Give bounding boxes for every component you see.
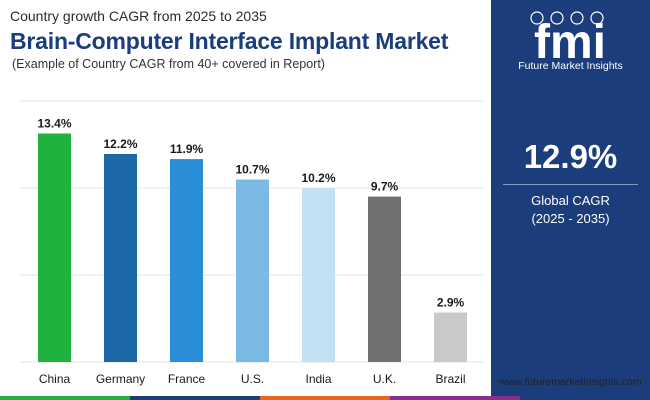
x-tick-label: U.K. xyxy=(373,372,396,386)
bar-india xyxy=(302,188,335,362)
data-label: 2.9% xyxy=(437,296,465,310)
footer-color-segment xyxy=(390,396,520,400)
x-tick-label: India xyxy=(305,372,331,386)
footer-color-segment xyxy=(130,396,260,400)
bar-brazil xyxy=(434,312,467,362)
bar-uk xyxy=(368,196,401,362)
data-label: 11.9% xyxy=(170,142,204,156)
x-tick-label: U.S. xyxy=(241,372,264,386)
logo-icon xyxy=(590,11,604,25)
header: Country growth CAGR from 2025 to 2035 Br… xyxy=(10,8,490,72)
bar-germany xyxy=(104,153,137,362)
cagr-period-text: (2025 - 2035) xyxy=(531,211,610,226)
website-link[interactable]: www.futuremarketinsights.com xyxy=(499,376,642,388)
chart-title: Brain-Computer Interface Implant Market xyxy=(10,28,449,54)
cagr-divider xyxy=(503,184,638,185)
fmi-logo: fmi xyxy=(530,11,606,68)
bar-france xyxy=(170,159,203,362)
footer-color-segment xyxy=(260,396,390,400)
global-cagr-value: 12.9% xyxy=(523,138,618,175)
logo-text: fmi xyxy=(534,16,606,68)
bar-us xyxy=(236,179,269,362)
data-label: 13.4% xyxy=(37,117,71,131)
data-label: 9.7% xyxy=(371,180,399,194)
global-cagr-label: Global CAGR (2025 - 2035) xyxy=(491,192,650,228)
x-tick-label: Germany xyxy=(96,372,145,386)
cagr-label-text: Global CAGR xyxy=(531,193,610,208)
bar-chart: 13.4% China 12.2% Germany 11.9% France 10.7% U.… xyxy=(20,100,484,386)
logo-icon xyxy=(550,11,564,25)
brand-name: Future Market Insights xyxy=(518,60,623,72)
chart-subtitle: Country growth CAGR from 2025 to 2035 xyxy=(10,8,267,24)
x-tick-label: China xyxy=(39,372,71,386)
x-tick-label: Brazil xyxy=(435,372,465,386)
footer-color-segment xyxy=(0,396,130,400)
x-tick-label: France xyxy=(168,372,206,386)
bar-china xyxy=(38,133,71,362)
footer-color-segment xyxy=(520,396,650,400)
data-label: 10.7% xyxy=(235,163,269,177)
chart-note: (Example of Country CAGR from 40+ covere… xyxy=(12,57,325,71)
sidebar: fmi Future Market Insights 12.9% Global … xyxy=(491,0,650,396)
logo-icon xyxy=(530,11,544,25)
data-label: 12.2% xyxy=(103,137,137,151)
logo-icon xyxy=(570,11,584,25)
data-label: 10.2% xyxy=(301,171,335,185)
footer-color-bar xyxy=(0,396,650,400)
